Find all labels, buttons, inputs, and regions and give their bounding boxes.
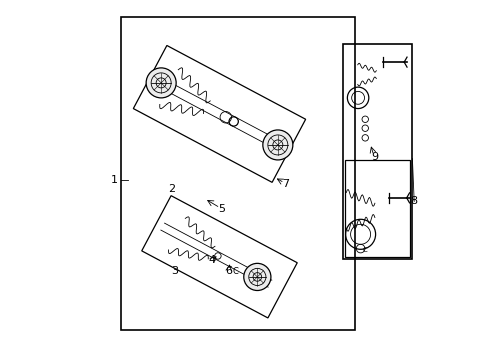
Bar <box>342 44 411 258</box>
Bar <box>121 18 354 330</box>
Text: 6: 6 <box>224 266 231 276</box>
Text: 5: 5 <box>217 203 224 213</box>
Text: 8: 8 <box>410 197 417 206</box>
Text: 1: 1 <box>110 175 118 185</box>
Bar <box>345 160 409 257</box>
Text: C: C <box>362 247 367 253</box>
Circle shape <box>146 68 176 98</box>
Circle shape <box>244 264 270 291</box>
Text: C: C <box>232 267 238 276</box>
Text: 2: 2 <box>167 184 175 194</box>
Text: 9: 9 <box>370 152 378 162</box>
Text: 7: 7 <box>282 179 288 189</box>
Text: 3: 3 <box>171 266 178 276</box>
Circle shape <box>263 130 292 160</box>
Text: 4: 4 <box>208 255 216 265</box>
